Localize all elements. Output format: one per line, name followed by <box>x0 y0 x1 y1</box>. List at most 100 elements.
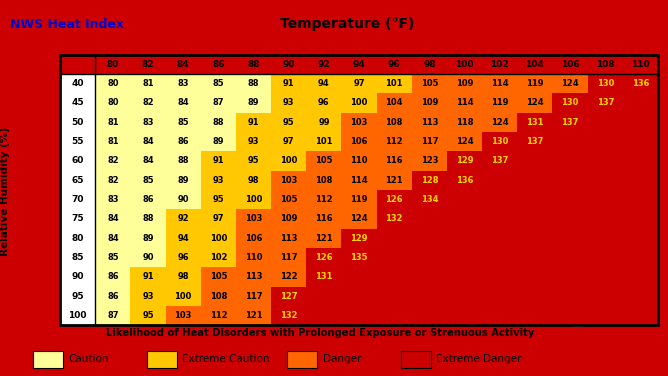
Text: 94: 94 <box>353 60 365 69</box>
Text: 80: 80 <box>107 60 119 69</box>
Text: 105: 105 <box>280 195 297 204</box>
Text: 85: 85 <box>178 118 189 127</box>
Text: 110: 110 <box>244 253 263 262</box>
Text: Temperature (°F): Temperature (°F) <box>280 17 415 32</box>
Text: 90: 90 <box>71 272 84 281</box>
Text: 132: 132 <box>385 214 403 223</box>
Text: 85: 85 <box>142 176 154 185</box>
Text: 116: 116 <box>385 156 403 165</box>
Text: Caution: Caution <box>69 354 110 364</box>
Text: 89: 89 <box>142 234 154 243</box>
Text: 96: 96 <box>318 99 330 108</box>
Text: 84: 84 <box>178 99 189 108</box>
Text: 96: 96 <box>178 253 189 262</box>
Text: 81: 81 <box>107 137 119 146</box>
Text: Extreme Danger: Extreme Danger <box>436 354 522 364</box>
Text: 126: 126 <box>315 253 333 262</box>
Text: Extreme Caution: Extreme Caution <box>182 354 270 364</box>
Text: 95: 95 <box>71 292 84 301</box>
Text: 109: 109 <box>456 79 473 88</box>
Text: 106: 106 <box>244 234 263 243</box>
Text: 110: 110 <box>631 60 650 69</box>
Text: 88: 88 <box>212 118 224 127</box>
Text: 117: 117 <box>244 292 263 301</box>
Circle shape <box>564 277 592 305</box>
Text: 65: 65 <box>71 176 84 185</box>
Text: 114: 114 <box>350 176 368 185</box>
Text: 106: 106 <box>560 60 579 69</box>
Text: 86: 86 <box>142 195 154 204</box>
Text: 121: 121 <box>385 176 403 185</box>
Text: 98: 98 <box>178 272 189 281</box>
Text: 113: 113 <box>421 118 438 127</box>
Text: 108: 108 <box>596 60 615 69</box>
Text: 105: 105 <box>210 272 227 281</box>
Text: 82: 82 <box>107 156 119 165</box>
Text: 97: 97 <box>353 79 365 88</box>
Text: 103: 103 <box>174 311 192 320</box>
Text: 86: 86 <box>212 60 224 69</box>
Text: 99: 99 <box>318 118 329 127</box>
Text: 108: 108 <box>385 118 403 127</box>
Text: 124: 124 <box>526 99 544 108</box>
Text: 124: 124 <box>491 118 508 127</box>
Text: 130: 130 <box>491 137 508 146</box>
Text: 122: 122 <box>280 272 297 281</box>
Text: 116: 116 <box>315 214 333 223</box>
Text: 136: 136 <box>456 176 474 185</box>
Text: 127: 127 <box>280 292 297 301</box>
Text: 92: 92 <box>317 60 330 69</box>
Text: 50: 50 <box>71 118 84 127</box>
Text: 91: 91 <box>283 79 295 88</box>
Text: Relative Humidity (%): Relative Humidity (%) <box>1 127 10 256</box>
Text: 95: 95 <box>142 311 154 320</box>
Text: 84: 84 <box>107 214 119 223</box>
Text: 137: 137 <box>526 137 544 146</box>
Text: 129: 129 <box>456 156 474 165</box>
Text: 89: 89 <box>178 176 189 185</box>
Text: 106: 106 <box>350 137 368 146</box>
Text: 100: 100 <box>68 311 87 320</box>
Text: 117: 117 <box>280 253 297 262</box>
Text: 81: 81 <box>142 79 154 88</box>
Text: 113: 113 <box>244 272 263 281</box>
Text: 80: 80 <box>71 234 84 243</box>
Text: 91: 91 <box>212 156 224 165</box>
Text: 114: 114 <box>491 79 508 88</box>
Text: 130: 130 <box>597 79 614 88</box>
Text: 100: 100 <box>280 156 297 165</box>
Text: 91: 91 <box>142 272 154 281</box>
Text: 114: 114 <box>456 99 474 108</box>
Text: 123: 123 <box>421 156 438 165</box>
Text: 137: 137 <box>561 118 578 127</box>
Text: 97: 97 <box>212 214 224 223</box>
Text: 109: 109 <box>280 214 297 223</box>
Text: 124: 124 <box>350 214 368 223</box>
Text: 118: 118 <box>456 118 474 127</box>
Text: 100: 100 <box>245 195 263 204</box>
Text: 94: 94 <box>178 234 189 243</box>
Text: 80: 80 <box>107 99 119 108</box>
Text: 98: 98 <box>248 176 259 185</box>
Text: 134: 134 <box>421 195 438 204</box>
Text: 104: 104 <box>385 99 403 108</box>
Text: 136: 136 <box>632 79 649 88</box>
Text: 86: 86 <box>107 292 119 301</box>
Text: 103: 103 <box>280 176 297 185</box>
Text: 112: 112 <box>385 137 403 146</box>
Text: 85: 85 <box>107 253 119 262</box>
Text: 101: 101 <box>315 137 333 146</box>
Text: 105: 105 <box>421 79 438 88</box>
Text: 100: 100 <box>174 292 192 301</box>
Text: 94: 94 <box>318 79 330 88</box>
Text: 86: 86 <box>107 272 119 281</box>
Text: 100: 100 <box>456 60 474 69</box>
Text: 82: 82 <box>142 60 154 69</box>
Text: 119: 119 <box>526 79 544 88</box>
Text: Danger: Danger <box>323 354 361 364</box>
Text: 85: 85 <box>71 253 84 262</box>
Text: 84: 84 <box>142 156 154 165</box>
Text: 89: 89 <box>212 137 224 146</box>
Text: 40: 40 <box>71 79 84 88</box>
Text: NOAA: NOAA <box>566 287 590 296</box>
